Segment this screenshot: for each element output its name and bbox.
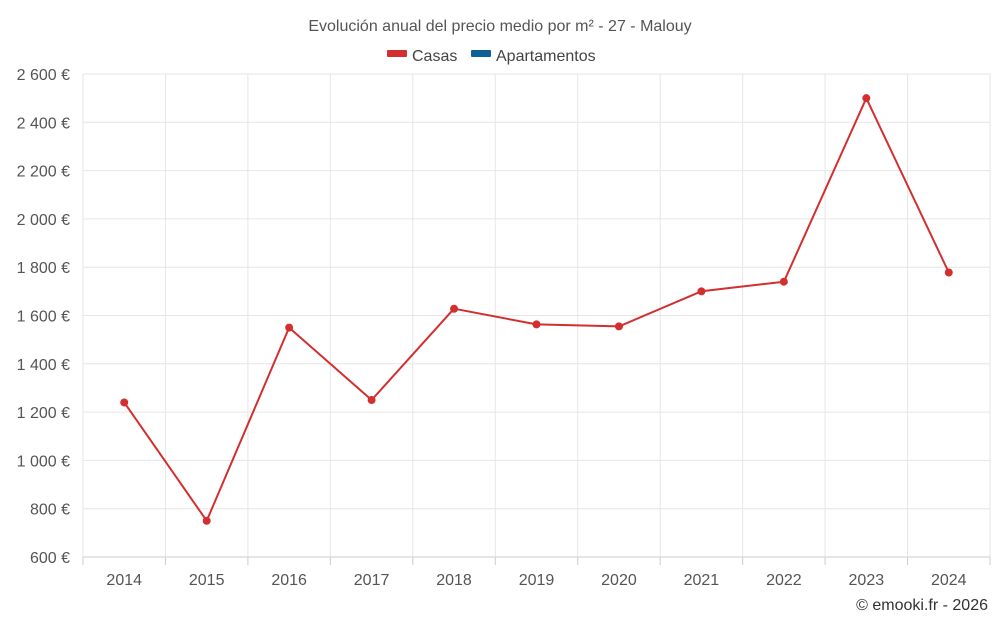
data-point-2020[interactable]: [614, 322, 623, 331]
y-tick-label: 1 000 €: [17, 453, 70, 470]
y-tick-label: 1 200 €: [17, 405, 70, 422]
data-point-2016[interactable]: [285, 323, 294, 332]
x-tick-label: 2024: [931, 572, 967, 589]
legend-swatch-casas: [387, 50, 407, 57]
data-point-2015[interactable]: [202, 516, 211, 525]
x-tick-label: 2016: [271, 572, 307, 589]
legend-label-apartamentos: Apartamentos: [496, 48, 596, 65]
x-tick-label: 2015: [189, 572, 225, 589]
data-point-2019[interactable]: [532, 320, 541, 329]
y-tick-label: 2 200 €: [17, 164, 70, 181]
chart-title: Evolución anual del precio medio por m² …: [308, 18, 691, 35]
y-axis: 600 € 800 € 1 000 € 1 200 € 1 400 € 1 600 € 1 …: [17, 67, 70, 567]
data-point-2022[interactable]: [779, 277, 788, 286]
y-tick-label: 600 €: [30, 550, 70, 567]
data-point-2024[interactable]: [944, 268, 953, 277]
y-tick-label: 1 800 €: [17, 260, 70, 277]
legend-label-casas: Casas: [412, 48, 457, 65]
legend-item-apartamentos[interactable]: Apartamentos: [471, 48, 596, 65]
x-tick-label: 2019: [519, 572, 555, 589]
legend-swatch-apartamentos: [471, 50, 491, 57]
x-tick-label: 2023: [849, 572, 885, 589]
x-tick-label: 2020: [601, 572, 637, 589]
grid: [82, 73, 991, 558]
x-tick-label: 2017: [354, 572, 390, 589]
credit-text: © emooki.fr - 2026: [856, 597, 988, 614]
y-tick-label: 2 000 €: [17, 212, 70, 229]
x-tick-label: 2018: [436, 572, 472, 589]
y-tick-label: 2 600 €: [17, 67, 70, 84]
data-point-2014[interactable]: [120, 398, 129, 407]
data-point-2018[interactable]: [450, 304, 459, 313]
x-tick-label: 2014: [106, 572, 142, 589]
data-point-2021[interactable]: [697, 287, 706, 296]
legend: Casas Apartamentos: [387, 48, 596, 65]
y-tick-label: 2 400 €: [17, 115, 70, 132]
y-tick-label: 800 €: [30, 502, 70, 519]
data-point-2017[interactable]: [367, 396, 376, 405]
data-point-2023[interactable]: [862, 94, 871, 103]
y-tick-label: 1 600 €: [17, 309, 70, 326]
x-tick-label: 2022: [766, 572, 802, 589]
series-casas: [120, 94, 953, 525]
x-tick-label: 2021: [684, 572, 720, 589]
legend-item-casas[interactable]: Casas: [387, 48, 457, 65]
x-axis: 2014 2015 2016 2017 2018 2019 2020 2021 2022 2023…: [82, 557, 991, 589]
y-tick-label: 1 400 €: [17, 357, 70, 374]
